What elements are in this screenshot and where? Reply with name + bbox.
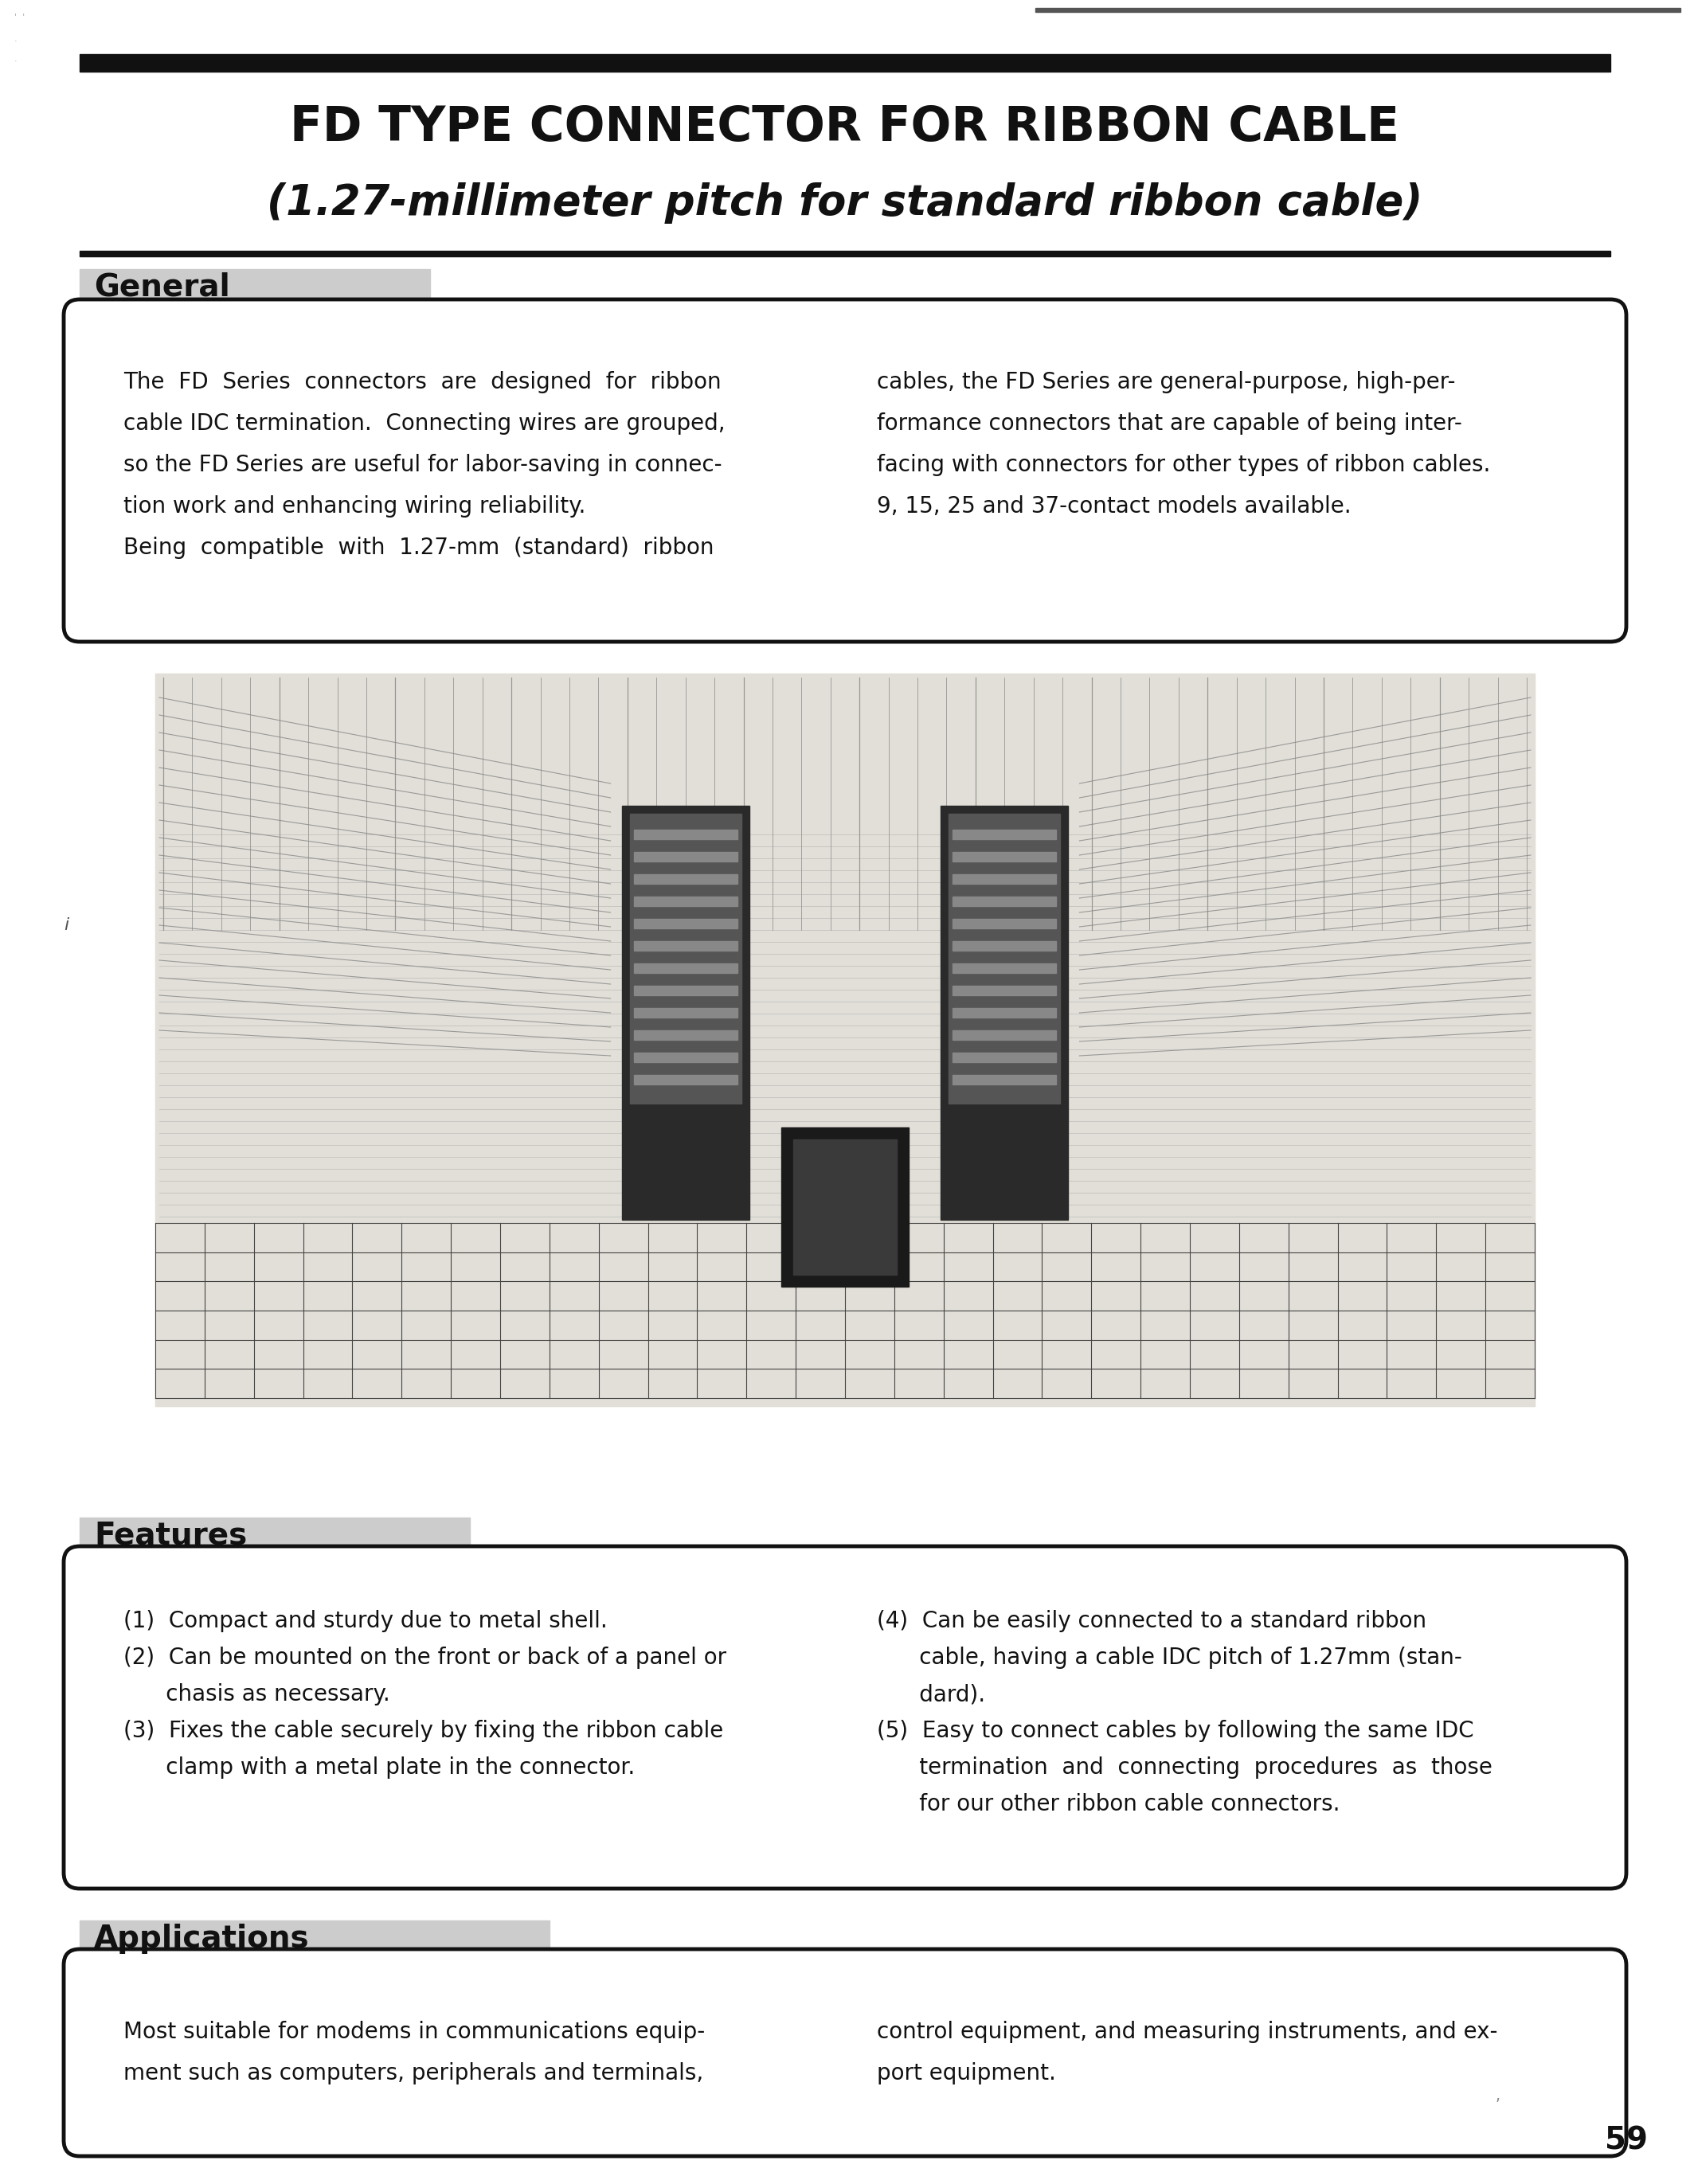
Text: formance connectors that are capable of being inter-: formance connectors that are capable of … — [877, 413, 1462, 435]
Bar — [634, 919, 737, 928]
Text: ment such as computers, peripherals and terminals,: ment such as computers, peripherals and … — [123, 2062, 703, 2084]
Bar — [634, 874, 737, 885]
Bar — [634, 941, 737, 950]
Bar — [79, 55, 1611, 72]
Text: Most suitable for modems in communications equip-: Most suitable for modems in communicatio… — [123, 2020, 705, 2042]
Bar — [1036, 9, 1680, 11]
Bar — [953, 941, 1056, 950]
Bar — [953, 1007, 1056, 1018]
Bar — [953, 852, 1056, 860]
Bar — [79, 251, 1611, 256]
Text: 59: 59 — [1605, 2125, 1648, 2156]
Bar — [793, 1140, 897, 1275]
Bar — [634, 852, 737, 860]
Text: (3)  Fixes the cable securely by fixing the ribbon cable: (3) Fixes the cable securely by fixing t… — [123, 1719, 723, 1743]
Text: Features: Features — [95, 1520, 247, 1551]
Bar — [634, 1053, 737, 1061]
Text: facing with connectors for other types of ribbon cables.: facing with connectors for other types o… — [877, 454, 1491, 476]
Bar — [953, 963, 1056, 972]
Bar — [953, 830, 1056, 839]
FancyBboxPatch shape — [64, 1546, 1626, 1889]
Text: (1)  Compact and sturdy due to metal shell.: (1) Compact and sturdy due to metal shel… — [123, 1610, 607, 1631]
Text: General: General — [95, 273, 230, 304]
Text: (1.27-millimeter pitch for standard ribbon cable): (1.27-millimeter pitch for standard ribb… — [267, 181, 1423, 223]
Text: tion work and enhancing wiring reliability.: tion work and enhancing wiring reliabili… — [123, 496, 586, 518]
Text: ,: , — [1496, 2088, 1501, 2103]
Bar — [634, 985, 737, 996]
Text: cable, having a cable IDC pitch of 1.27mm (stan-: cable, having a cable IDC pitch of 1.27m… — [877, 1647, 1462, 1669]
Text: for our other ribbon cable connectors.: for our other ribbon cable connectors. — [877, 1793, 1340, 1815]
Text: 9, 15, 25 and 37-contact models available.: 9, 15, 25 and 37-contact models availabl… — [877, 496, 1350, 518]
Text: dard).: dard). — [877, 1684, 985, 1706]
Text: cable IDC termination.  Connecting wires are grouped,: cable IDC termination. Connecting wires … — [123, 413, 725, 435]
Text: i: i — [64, 917, 69, 933]
Text: ·: · — [14, 37, 17, 46]
Bar — [953, 1053, 1056, 1061]
Text: '  ': ' ' — [14, 13, 25, 22]
Text: clamp with a metal plate in the connector.: clamp with a metal plate in the connecto… — [123, 1756, 635, 1778]
Bar — [953, 1031, 1056, 1040]
Bar — [953, 985, 1056, 996]
Text: (2)  Can be mounted on the front or back of a panel or: (2) Can be mounted on the front or back … — [123, 1647, 727, 1669]
Text: control equipment, and measuring instruments, and ex-: control equipment, and measuring instrum… — [877, 2020, 1497, 2042]
Text: cables, the FD Series are general-purpose, high-per-: cables, the FD Series are general-purpos… — [877, 371, 1455, 393]
Bar — [953, 1075, 1056, 1083]
Bar — [634, 895, 737, 906]
Bar — [79, 1518, 470, 1555]
Bar — [948, 812, 1060, 1103]
Bar — [622, 806, 749, 1219]
Text: Being  compatible  with  1.27-mm  (standard)  ribbon: Being compatible with 1.27-mm (standard)… — [123, 537, 713, 559]
Text: The  FD  Series  connectors  are  designed  for  ribbon: The FD Series connectors are designed fo… — [123, 371, 722, 393]
Text: ·: · — [14, 57, 17, 66]
Bar — [634, 1031, 737, 1040]
Text: (4)  Can be easily connected to a standard ribbon: (4) Can be easily connected to a standar… — [877, 1610, 1426, 1631]
Bar — [630, 812, 742, 1103]
Text: so the FD Series are useful for labor-saving in connec-: so the FD Series are useful for labor-sa… — [123, 454, 722, 476]
Text: Applications: Applications — [95, 1924, 309, 1955]
Text: chasis as necessary.: chasis as necessary. — [123, 1684, 390, 1706]
Bar — [953, 895, 1056, 906]
Bar — [634, 1007, 737, 1018]
Bar — [155, 673, 1535, 1406]
Bar — [634, 963, 737, 972]
Text: termination  and  connecting  procedures  as  those: termination and connecting procedures as… — [877, 1756, 1492, 1778]
Bar — [634, 830, 737, 839]
Text: FD TYPE CONNECTOR FOR RIBBON CABLE: FD TYPE CONNECTOR FOR RIBBON CABLE — [291, 105, 1399, 151]
FancyBboxPatch shape — [64, 1948, 1626, 2156]
Text: port equipment.: port equipment. — [877, 2062, 1056, 2084]
Bar — [953, 919, 1056, 928]
Bar — [941, 806, 1068, 1219]
Bar — [79, 1920, 549, 1957]
Text: (5)  Easy to connect cables by following the same IDC: (5) Easy to connect cables by following … — [877, 1719, 1474, 1743]
Bar — [155, 673, 1535, 1406]
Bar — [79, 269, 429, 306]
Bar — [953, 874, 1056, 885]
FancyBboxPatch shape — [64, 299, 1626, 642]
Bar — [781, 1127, 909, 1286]
Bar — [634, 1075, 737, 1083]
